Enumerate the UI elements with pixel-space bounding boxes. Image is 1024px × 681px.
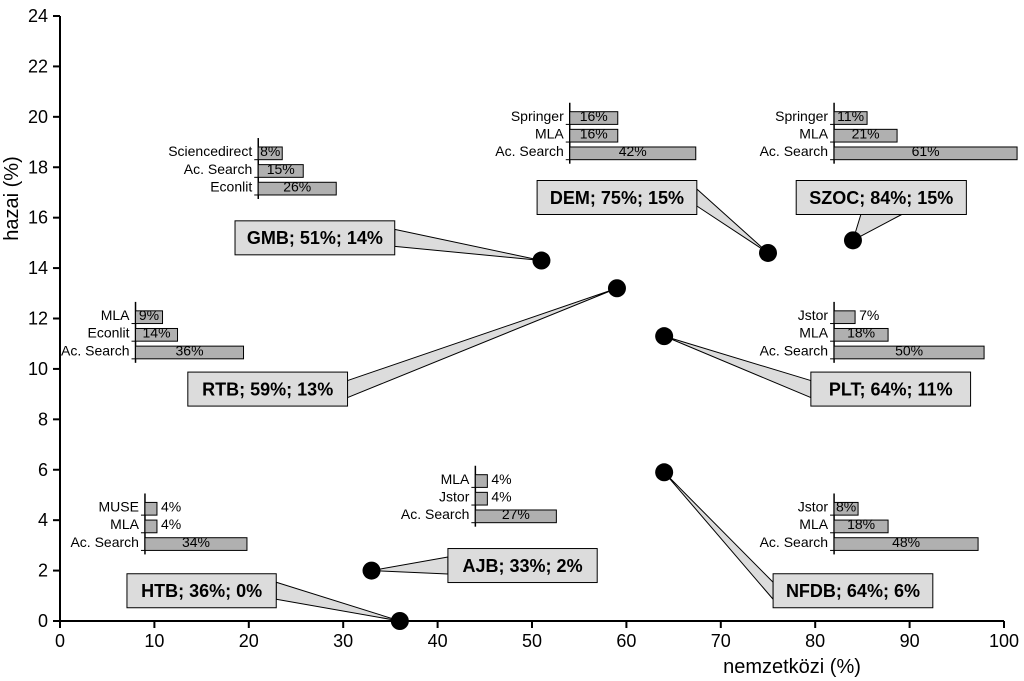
callout-label: NFDB; 64%; 6% (786, 581, 920, 601)
bar (145, 502, 157, 515)
bar-value: 18% (847, 516, 875, 532)
bar-category: Ac. Search (61, 342, 129, 358)
y-tick-label: 8 (38, 409, 48, 429)
bar-category: MLA (799, 125, 828, 141)
callout-label: SZOC; 84%; 15% (809, 188, 953, 208)
bar-value: 26% (283, 178, 311, 194)
bar-value: 42% (619, 143, 647, 159)
bar-value: 16% (580, 108, 608, 124)
bar-category: MLA (101, 307, 130, 323)
y-tick-label: 2 (38, 561, 48, 581)
bar-category: Sciencedirect (168, 143, 252, 159)
bar (145, 520, 157, 533)
x-tick-label: 20 (239, 631, 259, 651)
scatter-point-GMB (532, 252, 550, 270)
bar-category: Jstor (798, 307, 829, 323)
bar (475, 492, 487, 505)
x-tick-label: 0 (55, 631, 65, 651)
y-tick-label: 20 (28, 107, 48, 127)
bar-category: Springer (511, 108, 564, 124)
callout-label: PLT; 64%; 11% (829, 379, 953, 399)
scatter-point-HTB (391, 612, 409, 630)
bar-value: 16% (580, 125, 608, 141)
y-tick-label: 22 (28, 56, 48, 76)
x-tick-label: 30 (333, 631, 353, 651)
bar-category: Econlit (210, 178, 252, 194)
y-tick-label: 0 (38, 611, 48, 631)
x-tick-label: 10 (144, 631, 164, 651)
bar-value: 48% (892, 534, 920, 550)
scatter-point-DEM (759, 244, 777, 262)
y-tick-label: 14 (28, 258, 48, 278)
bar-category: MLA (799, 516, 828, 532)
bar-value: 9% (139, 307, 159, 323)
bar-category: MLA (535, 125, 564, 141)
scatter-bar-chart: 0102030405060708090100024681012141618202… (0, 0, 1024, 681)
bar-category: MLA (110, 516, 139, 532)
bar-value: 7% (859, 307, 879, 323)
scatter-point-RTB (608, 279, 626, 297)
bar-value: 61% (912, 143, 940, 159)
callout-label: GMB; 51%; 14% (247, 228, 383, 248)
callout-label: HTB; 36%; 0% (141, 581, 262, 601)
x-tick-label: 70 (711, 631, 731, 651)
y-tick-label: 6 (38, 460, 48, 480)
bar-value: 11% (837, 108, 864, 124)
bar-value: 4% (491, 471, 511, 487)
callout-label: RTB; 59%; 13% (202, 379, 333, 399)
bar-category: Jstor (798, 499, 829, 515)
bar-category: Springer (775, 108, 828, 124)
bar-value: 4% (491, 488, 511, 504)
x-tick-label: 100 (989, 631, 1019, 651)
y-axis-title: hazai (%) (1, 156, 23, 240)
bar (475, 475, 487, 488)
bar-category: Ac. Search (70, 534, 138, 550)
bar-category: Econlit (87, 325, 129, 341)
bar-category: MLA (441, 471, 470, 487)
bar-value: 18% (847, 325, 875, 341)
scatter-point-AJB (363, 562, 381, 580)
bar-value: 34% (182, 534, 210, 550)
x-tick-label: 90 (900, 631, 920, 651)
bar-category: Ac. Search (495, 143, 563, 159)
x-tick-label: 50 (522, 631, 542, 651)
bar-category: Ac. Search (401, 506, 469, 522)
bar (834, 311, 855, 324)
y-tick-label: 4 (38, 510, 48, 530)
callout-label: DEM; 75%; 15% (550, 188, 684, 208)
y-tick-label: 24 (28, 6, 48, 26)
bar-value: 21% (852, 125, 880, 141)
scatter-point-NFDB (655, 463, 673, 481)
y-tick-label: 16 (28, 208, 48, 228)
bar-value: 15% (267, 161, 295, 177)
y-tick-label: 18 (28, 157, 48, 177)
bar-value: 8% (836, 499, 856, 515)
bar-category: MLA (799, 325, 828, 341)
bar-category: MUSE (99, 499, 139, 515)
bar-value: 27% (502, 506, 530, 522)
x-axis-title: nemzetközi (%) (723, 656, 861, 678)
bar-value: 50% (895, 342, 923, 358)
x-tick-label: 80 (805, 631, 825, 651)
bar-category: Jstor (439, 488, 470, 504)
y-tick-label: 12 (28, 309, 48, 329)
bar-category: Ac. Search (760, 342, 828, 358)
scatter-point-PLT (655, 327, 673, 345)
bar-value: 14% (143, 325, 171, 341)
y-tick-label: 10 (28, 359, 48, 379)
bar-category: Ac. Search (760, 143, 828, 159)
bar-value: 4% (161, 499, 181, 515)
scatter-point-SZOC (844, 231, 862, 249)
bar-value: 8% (260, 143, 280, 159)
x-tick-label: 40 (428, 631, 448, 651)
bar-value: 36% (176, 342, 204, 358)
callout-label: AJB; 33%; 2% (463, 556, 583, 576)
bar-value: 4% (161, 516, 181, 532)
bar-category: Ac. Search (760, 534, 828, 550)
bar-category: Ac. Search (184, 161, 252, 177)
x-tick-label: 60 (616, 631, 636, 651)
